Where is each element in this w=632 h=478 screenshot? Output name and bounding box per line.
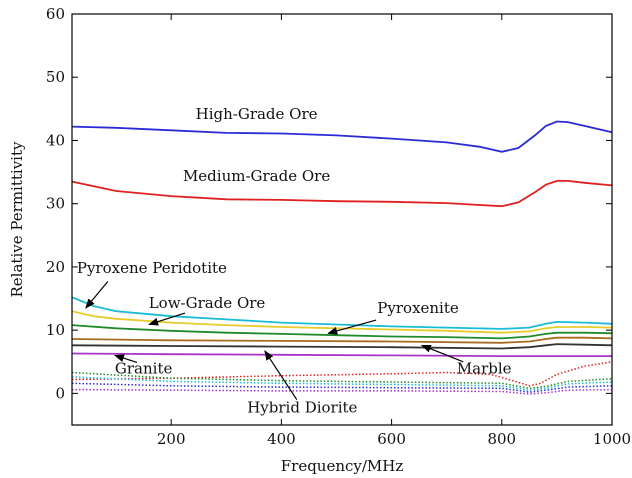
annotation-arrow-4 [148, 312, 186, 326]
y-tick-label: 20 [46, 258, 65, 276]
annotation-arrow-3 [85, 281, 109, 309]
annotation-label-8: Hybrid Diorite [247, 398, 357, 416]
annotation-label-6: Granite [115, 360, 173, 378]
y-tick-label: 60 [46, 5, 65, 23]
annotation-label-7: Marble [457, 360, 512, 378]
annotation-label-5: Pyroxenite [377, 299, 459, 317]
annotation-label-1: High-Grade Ore [196, 105, 318, 123]
y-tick-label: 0 [55, 384, 65, 402]
series-line-2 [71, 180, 613, 208]
y-tick-label: 30 [46, 195, 65, 213]
y-tick-label: 50 [46, 68, 65, 86]
x-tick-label: 200 [157, 430, 186, 448]
y-axis-label: Relative Permittivity [8, 141, 26, 297]
annotation-arrow-8 [264, 350, 298, 401]
y-tick-label: 40 [46, 131, 65, 149]
x-tick-label: 400 [267, 430, 296, 448]
series-line-5 [71, 324, 613, 340]
series-line-7 [71, 343, 613, 350]
plot-frame [71, 13, 613, 426]
x-tick-label: 600 [377, 430, 406, 448]
series-line-9 [71, 361, 613, 387]
x-tick-label: 800 [487, 430, 516, 448]
series-line-8 [71, 352, 612, 357]
annotation-layer: High-Grade Ore Medium-Grade Ore Pyroxene P… [77, 105, 512, 416]
annotation-arrow-6 [114, 354, 138, 363]
y-tick-label: 10 [46, 321, 65, 339]
axes-layer: 200 400 600 800 1000 0 10 20 30 40 50 60 [46, 5, 631, 448]
x-axis-label: Frequency/MHz [281, 457, 404, 475]
annotation-label-2: Medium-Grade Ore [183, 167, 330, 185]
series-line-1 [71, 120, 613, 153]
x-tick-label: 1000 [593, 430, 631, 448]
series-line-4 [71, 310, 613, 334]
annotation-label-4: Low-Grade Ore [149, 294, 266, 312]
annotation-label-3: Pyroxene Peridotite [77, 259, 227, 277]
annotation-arrow-7 [420, 344, 464, 363]
series-layer [71, 120, 613, 395]
annotation-arrow-5 [327, 319, 377, 335]
series-line-3 [71, 296, 613, 330]
series-line-6 [71, 336, 613, 344]
